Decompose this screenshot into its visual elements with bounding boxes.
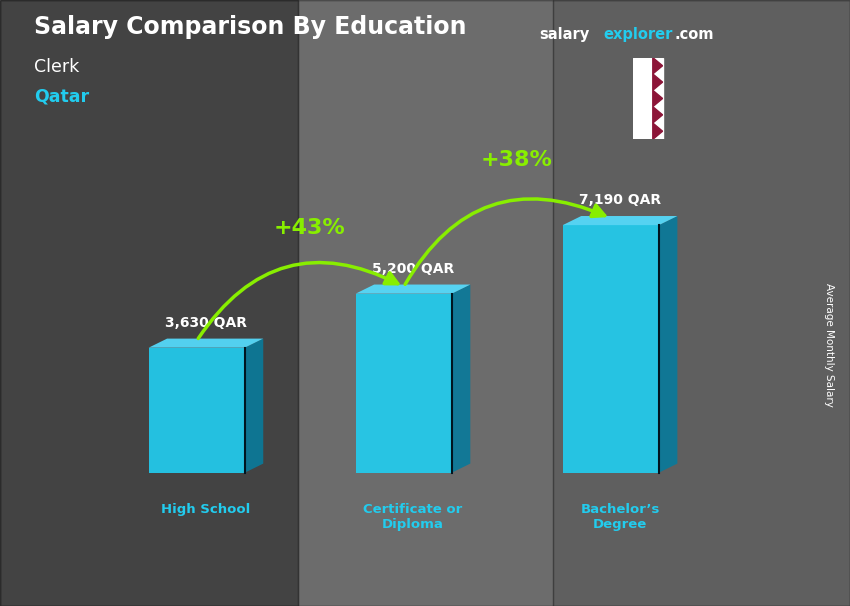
Text: explorer: explorer bbox=[604, 27, 673, 42]
Polygon shape bbox=[563, 225, 659, 473]
Polygon shape bbox=[563, 216, 677, 225]
Polygon shape bbox=[633, 58, 663, 139]
Text: +38%: +38% bbox=[480, 150, 552, 170]
Text: Certificate or
Diploma: Certificate or Diploma bbox=[363, 503, 462, 531]
Text: 5,200 QAR: 5,200 QAR bbox=[371, 262, 454, 276]
Text: High School: High School bbox=[162, 503, 251, 516]
Text: Bachelor’s
Degree: Bachelor’s Degree bbox=[581, 503, 660, 531]
Polygon shape bbox=[653, 123, 663, 139]
Text: Salary Comparison By Education: Salary Comparison By Education bbox=[34, 15, 467, 39]
Text: .com: .com bbox=[674, 27, 713, 42]
Text: Qatar: Qatar bbox=[34, 88, 89, 106]
Text: 7,190 QAR: 7,190 QAR bbox=[579, 193, 661, 207]
Polygon shape bbox=[552, 0, 850, 606]
Polygon shape bbox=[149, 339, 264, 348]
Polygon shape bbox=[653, 74, 663, 90]
Polygon shape bbox=[452, 285, 470, 473]
Polygon shape bbox=[653, 58, 663, 74]
Polygon shape bbox=[659, 216, 677, 473]
Polygon shape bbox=[149, 348, 245, 473]
Polygon shape bbox=[298, 0, 552, 606]
Text: 3,630 QAR: 3,630 QAR bbox=[165, 316, 247, 330]
Text: Clerk: Clerk bbox=[34, 58, 79, 76]
Text: salary: salary bbox=[540, 27, 590, 42]
Polygon shape bbox=[653, 107, 663, 123]
Text: +43%: +43% bbox=[274, 218, 345, 238]
Polygon shape bbox=[653, 90, 663, 107]
Polygon shape bbox=[355, 285, 470, 294]
Polygon shape bbox=[355, 294, 452, 473]
Polygon shape bbox=[245, 339, 264, 473]
Text: Average Monthly Salary: Average Monthly Salary bbox=[824, 284, 834, 407]
Polygon shape bbox=[0, 0, 298, 606]
